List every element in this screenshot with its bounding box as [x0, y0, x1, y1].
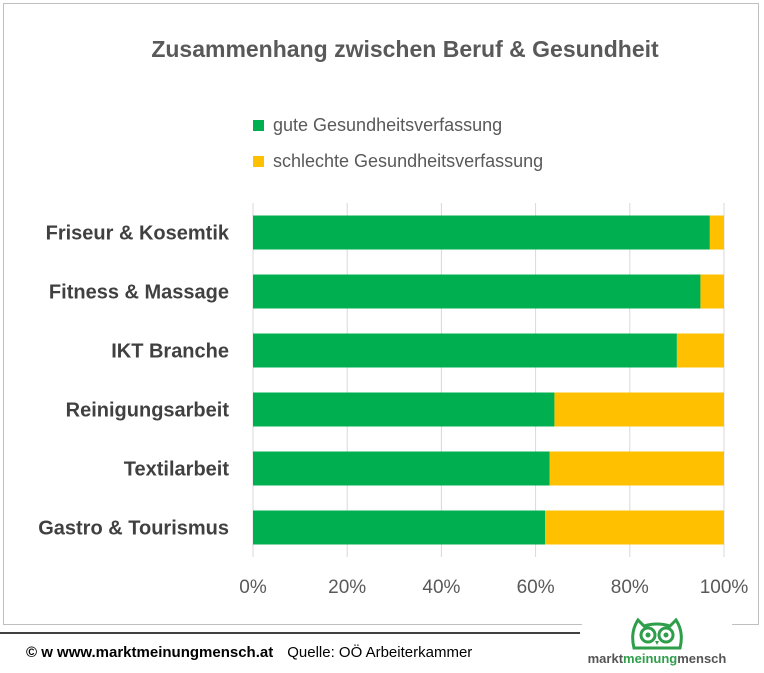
bar-bad	[545, 510, 724, 545]
x-tick-label: 100%	[700, 577, 749, 598]
x-tick-label: 20%	[328, 577, 366, 598]
legend-swatch-bad	[253, 155, 264, 167]
bar-good	[253, 274, 701, 309]
bar-bad	[549, 451, 724, 486]
footer-source: Quelle: OÖ Arbeiterkammer	[287, 644, 473, 661]
logo-text-right: mensch	[677, 651, 727, 666]
bar-good	[253, 215, 710, 250]
x-tick-label: 0%	[239, 577, 267, 598]
logo-text-mid: meinung	[623, 651, 678, 666]
legend-swatch-good	[253, 119, 264, 131]
category-label: Textilarbeit	[124, 459, 230, 481]
legend-label-bad: schlechte Gesundheitsverfassung	[273, 150, 544, 171]
bar-good	[253, 392, 555, 427]
logo-wordmark: marktmeinungmensch	[582, 651, 732, 666]
brand-logo: marktmeinungmensch	[582, 612, 732, 668]
category-label: Gastro & Tourismus	[38, 518, 229, 540]
bar-bad	[676, 333, 724, 368]
x-tick-label: 40%	[422, 577, 460, 598]
bar-good	[253, 333, 677, 368]
x-tick-label: 60%	[517, 577, 555, 598]
bar-bad	[554, 392, 724, 427]
legend-item-good: gute Gesundheitsverfassung	[253, 107, 543, 143]
legend: gute Gesundheitsverfassung schlechte Ges…	[253, 107, 543, 179]
category-label: Friseur & Kosemtik	[46, 223, 230, 245]
bar-bad	[700, 274, 724, 309]
footer: © w www.marktmeinungmensch.at Quelle: OÖ…	[26, 644, 472, 661]
footer-copyright: © w www.marktmeinungmensch.at	[26, 644, 274, 661]
category-label: Fitness & Massage	[49, 282, 229, 304]
legend-label-good: gute Gesundheitsverfassung	[273, 114, 503, 135]
bar-chart: 0% 20% 40% 60% 80% 100% Friseur & Kosemtik Fitn…	[38, 203, 749, 598]
x-tick-label: 80%	[611, 577, 649, 598]
category-label: Reinigungsarbeit	[66, 400, 230, 422]
owl-icon	[631, 617, 683, 650]
category-label: IKT Branche	[111, 341, 229, 363]
bar-good	[253, 510, 546, 545]
logo-text-left: markt	[587, 651, 624, 666]
chart-title: Zusammenhang zwischen Beruf & Gesundheit	[151, 36, 659, 62]
bar-bad	[709, 215, 724, 250]
bar-good	[253, 451, 550, 486]
legend-item-bad: schlechte Gesundheitsverfassung	[253, 143, 543, 179]
footer-divider	[0, 632, 580, 634]
